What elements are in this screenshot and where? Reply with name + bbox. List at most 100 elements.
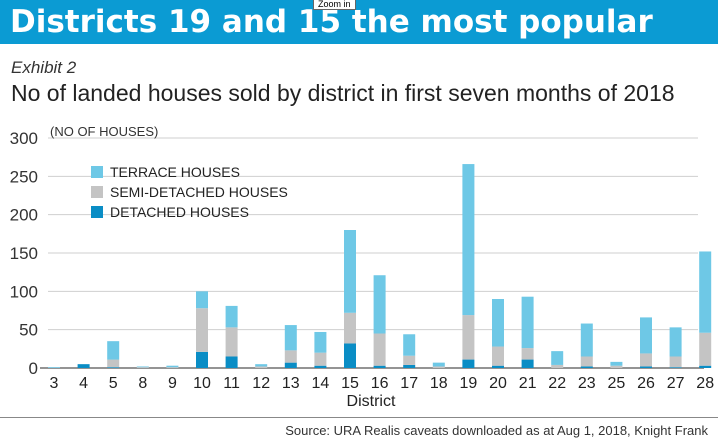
y-tick-label: 300 xyxy=(10,129,38,148)
bar-segment xyxy=(551,351,564,365)
x-tick-label: 5 xyxy=(109,375,118,392)
banner-title: Districts 19 and 15 the most popular xyxy=(10,4,653,40)
bar-segment xyxy=(492,299,504,347)
bar-segment xyxy=(669,367,682,368)
x-tick-label: 9 xyxy=(168,375,177,392)
bar-segment xyxy=(225,327,238,357)
bar-segment xyxy=(462,359,475,368)
bar-segment xyxy=(196,351,208,368)
legend-swatch xyxy=(91,206,103,218)
x-tick-label: 14 xyxy=(312,375,330,392)
x-tick-label: 25 xyxy=(608,375,626,392)
y-axis-label: (NO OF HOUSES) xyxy=(50,124,158,139)
bar-segment xyxy=(521,359,534,368)
bar-segment xyxy=(196,291,208,309)
bar-segment xyxy=(136,367,149,368)
bar-segment xyxy=(284,350,297,363)
bar-segment xyxy=(255,366,268,368)
bar-segment xyxy=(492,346,504,366)
x-tick-label: 16 xyxy=(371,375,389,392)
bar-segment xyxy=(432,362,445,367)
x-tick-label: 10 xyxy=(193,375,211,392)
bar-segment xyxy=(432,366,445,368)
bar-segment xyxy=(77,364,90,368)
bar-segment xyxy=(403,334,416,356)
legend-label: TERRACE HOUSES xyxy=(110,164,240,180)
bar-segment xyxy=(225,305,238,328)
x-tick-label: 28 xyxy=(696,375,714,392)
bar-segment xyxy=(314,352,327,366)
bar-segment xyxy=(344,312,356,344)
zoom-in-tooltip[interactable]: Zoom in xyxy=(313,0,356,10)
x-tick-label: 26 xyxy=(637,375,655,392)
bar-segment xyxy=(314,331,327,353)
bar-segment xyxy=(699,365,712,368)
y-tick-label: 150 xyxy=(10,244,38,263)
bar-segment xyxy=(669,356,682,368)
legend-label: DETACHED HOUSES xyxy=(110,204,249,220)
bar-segment xyxy=(284,362,297,368)
y-tick-label: 50 xyxy=(19,321,38,340)
bar-segment xyxy=(255,364,268,367)
x-tick-label: 11 xyxy=(223,375,240,392)
bar-segment xyxy=(373,365,386,368)
bar-segment xyxy=(314,365,327,368)
bar-segment xyxy=(640,366,652,368)
y-tick-label: 200 xyxy=(10,206,38,225)
x-tick-label: 20 xyxy=(489,375,507,392)
x-tick-label: 12 xyxy=(252,375,270,392)
bar-segment xyxy=(521,348,534,360)
x-tick-label: 19 xyxy=(460,375,478,392)
y-tick-label: 100 xyxy=(10,282,38,301)
x-tick-label: 15 xyxy=(341,375,359,392)
bar-segment xyxy=(640,353,652,367)
bar-segment xyxy=(580,366,593,368)
title-banner: Districts 19 and 15 the most popular xyxy=(0,0,718,44)
bar-segment xyxy=(166,365,179,368)
bar-segment xyxy=(107,341,120,360)
legend-label: SEMI-DETACHED HOUSES xyxy=(110,184,288,200)
x-axis-label: District xyxy=(347,393,396,410)
y-tick-label: 250 xyxy=(10,167,38,186)
bar-segment xyxy=(166,367,179,368)
bar-segment xyxy=(403,355,416,365)
exhibit-label: Exhibit 2 xyxy=(11,58,77,77)
source-note: Source: URA Realis caveats downloaded as… xyxy=(285,423,708,438)
bar-segment xyxy=(373,275,386,334)
bar-segment xyxy=(462,315,475,360)
bar-segment xyxy=(48,367,60,368)
chart-title: No of landed houses sold by district in … xyxy=(11,80,675,106)
bar-segment xyxy=(107,359,120,368)
bar-segment xyxy=(462,164,475,316)
bar-segment xyxy=(225,356,238,368)
bar-segment xyxy=(610,365,623,368)
bar-segment xyxy=(196,308,208,352)
legend-swatch xyxy=(91,166,103,178)
bar-segment xyxy=(580,356,593,367)
bar-segment xyxy=(284,325,297,351)
bar-segment xyxy=(107,367,120,368)
bar-segment xyxy=(551,364,564,368)
bar-segment xyxy=(344,343,356,368)
bar-segment xyxy=(373,333,386,366)
stacked-bar-chart: 0 50 100 150 200 250 300 (NO OF HOUSES) 3 4 5 8 9 10 1… xyxy=(10,124,715,410)
x-tick-label: 13 xyxy=(282,375,300,392)
bar-segment xyxy=(580,323,593,357)
x-tick-label: 21 xyxy=(519,375,537,392)
x-tick-label: 17 xyxy=(400,375,418,392)
source-divider xyxy=(0,417,718,418)
bar-segment xyxy=(610,361,623,366)
bar-segment xyxy=(699,332,712,366)
bar-segment xyxy=(136,366,149,368)
x-tick-label: 27 xyxy=(667,375,685,392)
bar-segment xyxy=(640,317,652,354)
bar-segment xyxy=(492,365,504,368)
y-tick-label: 0 xyxy=(29,359,38,378)
x-tick-label: 3 xyxy=(50,375,59,392)
x-tick-label: 8 xyxy=(138,375,147,392)
legend-swatch xyxy=(91,186,103,198)
x-tick-label: 18 xyxy=(430,375,448,392)
x-tick-label: 23 xyxy=(578,375,596,392)
x-tick-label: 4 xyxy=(79,375,88,392)
bar-segment xyxy=(669,327,682,357)
